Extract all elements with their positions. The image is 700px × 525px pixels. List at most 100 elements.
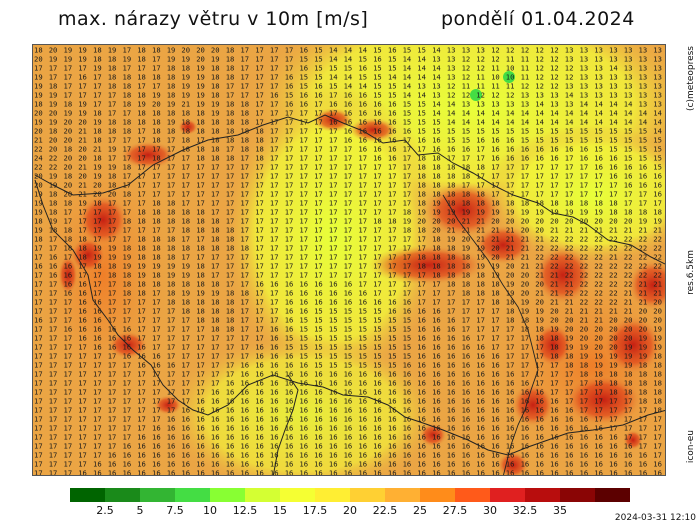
wind-value: 17 [565, 388, 574, 397]
wind-value: 17 [240, 298, 249, 307]
wind-value: 16 [329, 424, 338, 433]
wind-value: 17 [181, 154, 190, 163]
wind-value: 16 [432, 397, 441, 406]
wind-value: 12 [462, 64, 471, 73]
wind-value: 16 [226, 415, 235, 424]
wind-value: 18 [653, 379, 662, 388]
wind-value: 17 [344, 208, 353, 217]
wind-value: 13 [580, 55, 589, 64]
wind-value: 16 [181, 442, 190, 451]
wind-value: 14 [580, 100, 589, 109]
wind-value: 16 [78, 280, 87, 289]
wind-value: 21 [624, 307, 633, 316]
wind-value: 14 [403, 73, 412, 82]
wind-value: 16 [344, 442, 353, 451]
wind-value: 17 [137, 316, 146, 325]
wind-value: 17 [64, 451, 73, 460]
wind-value: 17 [344, 262, 353, 271]
wind-value: 15 [388, 343, 397, 352]
wind-value: 18 [417, 190, 426, 199]
wind-value: 16 [270, 460, 279, 469]
wind-value: 16 [506, 379, 515, 388]
wind-value: 18 [196, 244, 205, 253]
wind-value: 18 [506, 199, 515, 208]
wind-value: 17 [34, 370, 43, 379]
legend-label: 30 [483, 504, 497, 517]
wind-value: 13 [609, 73, 618, 82]
wind-value: 12 [550, 55, 559, 64]
wind-value: 16 [358, 100, 367, 109]
wind-value: 16 [462, 145, 471, 154]
wind-value: 18 [432, 235, 441, 244]
wind-value: 17 [314, 190, 323, 199]
wind-value: 17 [137, 154, 146, 163]
wind-value: 18 [152, 136, 161, 145]
wind-value: 20 [78, 172, 87, 181]
legend-swatch [210, 488, 245, 502]
wind-value: 17 [167, 136, 176, 145]
wind-value: 22 [580, 235, 589, 244]
wind-value: 12 [535, 73, 544, 82]
wind-value: 16 [344, 298, 353, 307]
wind-value: 18 [609, 208, 618, 217]
wind-value: 16 [535, 397, 544, 406]
wind-value: 16 [565, 460, 574, 469]
wind-value: 16 [255, 280, 264, 289]
wind-value: 17 [49, 415, 58, 424]
wind-value: 22 [565, 244, 574, 253]
wind-value: 16 [417, 325, 426, 334]
wind-value: 17 [181, 352, 190, 361]
wind-value: 14 [565, 118, 574, 127]
wind-value: 22 [609, 280, 618, 289]
wind-value: 19 [123, 55, 132, 64]
wind-value: 18 [550, 352, 559, 361]
wind-value: 17 [49, 307, 58, 316]
wind-value: 16 [462, 469, 471, 477]
wind-value: 18 [196, 154, 205, 163]
wind-value: 16 [270, 325, 279, 334]
wind-value: 17 [226, 253, 235, 262]
wind-value-grid: 18 20 19 19 18 19 17 18 18 19 20 20 20 18 17 17 17 17 16 15… [34, 46, 662, 477]
wind-value: 19 [78, 109, 87, 118]
wind-value: 17 [240, 226, 249, 235]
wind-value: 16 [403, 307, 412, 316]
wind-value: 18 [447, 163, 456, 172]
wind-value: 18 [137, 244, 146, 253]
wind-value: 14 [417, 64, 426, 73]
wind-value: 17 [285, 154, 294, 163]
wind-value: 16 [417, 460, 426, 469]
wind-value: 15 [373, 64, 382, 73]
wind-value: 16 [506, 370, 515, 379]
wind-value: 18 [624, 388, 633, 397]
wind-value: 15 [314, 46, 323, 55]
wind-value: 16 [550, 460, 559, 469]
wind-value: 12 [462, 73, 471, 82]
wind-value: 17 [240, 82, 249, 91]
wind-value: 17 [181, 172, 190, 181]
wind-value: 17 [521, 334, 530, 343]
wind-value: 17 [373, 190, 382, 199]
wind-value: 16 [255, 424, 264, 433]
wind-value: 17 [344, 217, 353, 226]
wind-value: 16 [329, 280, 338, 289]
wind-value: 18 [240, 100, 249, 109]
wind-value: 20 [535, 280, 544, 289]
wind-value: 13 [580, 73, 589, 82]
wind-value: 16 [285, 379, 294, 388]
wind-value: 20 [535, 298, 544, 307]
wind-value: 13 [609, 91, 618, 100]
wind-value: 15 [417, 118, 426, 127]
strong-gust-area [349, 118, 397, 142]
wind-value: 17 [550, 181, 559, 190]
wind-value: 22 [580, 298, 589, 307]
wind-value: 16 [403, 460, 412, 469]
wind-value: 22 [639, 235, 648, 244]
wind-value: 13 [476, 100, 485, 109]
wind-value: 18 [653, 208, 662, 217]
wind-value: 16 [285, 406, 294, 415]
wind-value: 18 [240, 109, 249, 118]
wind-value: 18 [167, 298, 176, 307]
wind-value: 16 [137, 469, 146, 477]
wind-value: 19 [211, 55, 220, 64]
wind-value: 22 [550, 262, 559, 271]
